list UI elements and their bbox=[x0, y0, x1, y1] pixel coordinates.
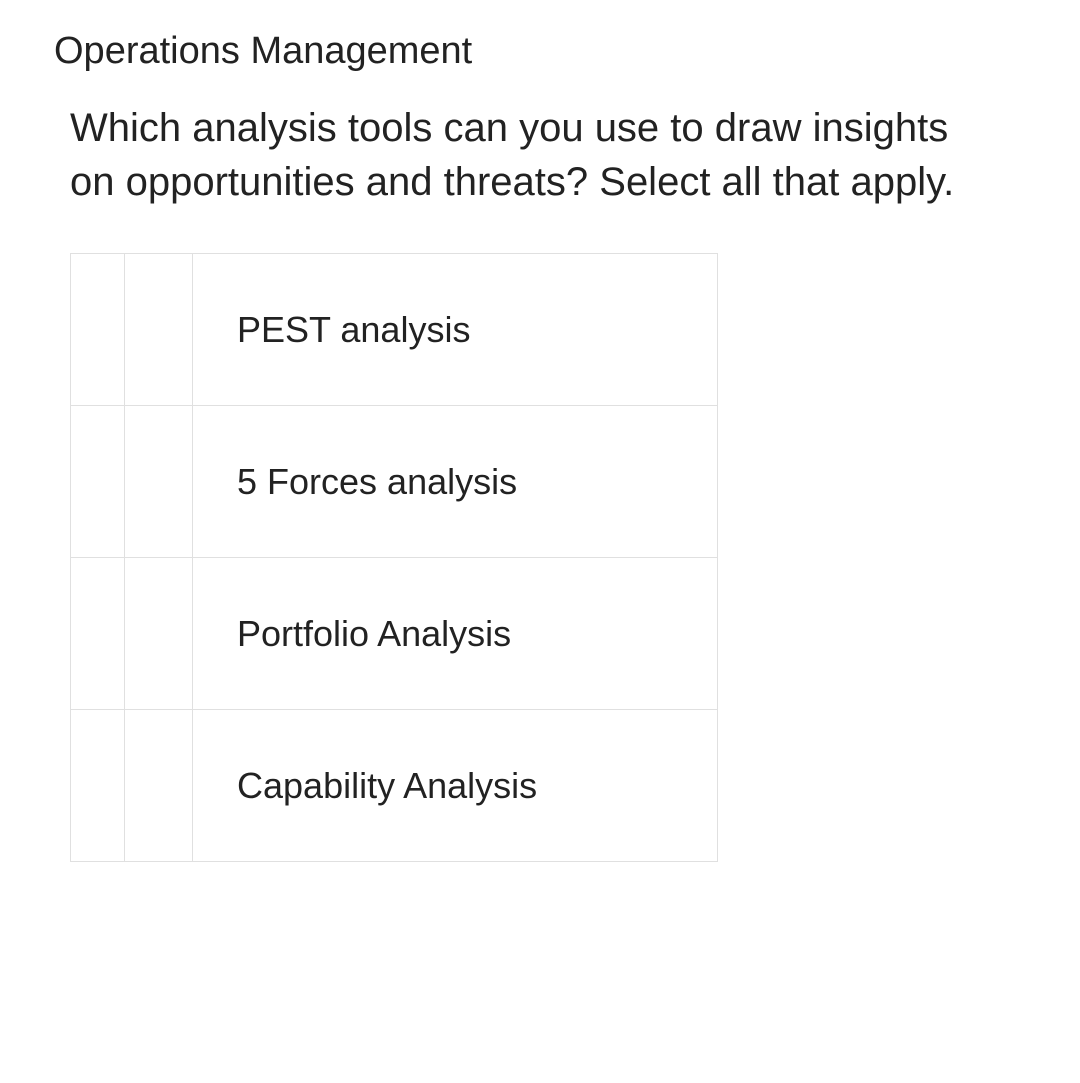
option-label: 5 Forces analysis bbox=[193, 406, 718, 558]
category-label: Operations Management bbox=[54, 30, 1030, 73]
option-row[interactable]: Portfolio Analysis bbox=[71, 558, 718, 710]
option-row[interactable]: Capability Analysis bbox=[71, 710, 718, 862]
option-row[interactable]: 5 Forces analysis bbox=[71, 406, 718, 558]
checkbox-cell-inner[interactable] bbox=[125, 710, 193, 862]
question-text: Which analysis tools can you use to draw… bbox=[70, 101, 970, 209]
option-label: PEST analysis bbox=[193, 254, 718, 406]
checkbox-cell-inner[interactable] bbox=[125, 406, 193, 558]
checkbox-cell-outer[interactable] bbox=[71, 254, 125, 406]
option-label: Portfolio Analysis bbox=[193, 558, 718, 710]
options-table: PEST analysis 5 Forces analysis Portfoli… bbox=[70, 253, 718, 862]
checkbox-cell-outer[interactable] bbox=[71, 406, 125, 558]
checkbox-cell-inner[interactable] bbox=[125, 254, 193, 406]
checkbox-cell-outer[interactable] bbox=[71, 710, 125, 862]
option-row[interactable]: PEST analysis bbox=[71, 254, 718, 406]
checkbox-cell-inner[interactable] bbox=[125, 558, 193, 710]
option-label: Capability Analysis bbox=[193, 710, 718, 862]
checkbox-cell-outer[interactable] bbox=[71, 558, 125, 710]
